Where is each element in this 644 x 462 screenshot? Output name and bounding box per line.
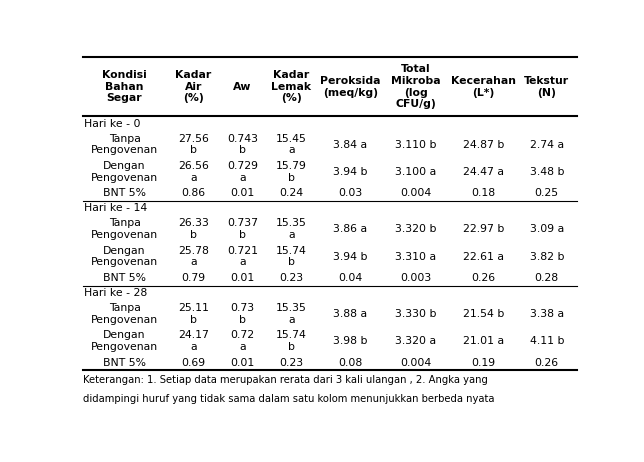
Text: 15.45
a: 15.45 a [276,134,307,155]
Text: 0.73
b: 0.73 b [231,303,254,325]
Text: Kecerahan
(L*): Kecerahan (L*) [451,76,516,97]
Text: 0.25: 0.25 [535,188,559,198]
Text: Dengan
Pengovenan: Dengan Pengovenan [91,246,158,267]
Text: 3.330 b: 3.330 b [395,309,437,319]
Text: 0.04: 0.04 [338,273,363,283]
Text: 0.24: 0.24 [279,188,303,198]
Text: 3.09 a: 3.09 a [529,224,564,234]
Text: 26.56
a: 26.56 a [178,161,209,183]
Text: 15.79
b: 15.79 b [276,161,307,183]
Text: 0.18: 0.18 [471,188,495,198]
Text: 3.84 a: 3.84 a [333,140,367,150]
Text: 0.737
b: 0.737 b [227,219,258,240]
Text: 24.87 b: 24.87 b [462,140,504,150]
Text: 3.38 a: 3.38 a [530,309,564,319]
Text: Hari ke - 14: Hari ke - 14 [84,203,147,213]
Text: 3.110 b: 3.110 b [395,140,437,150]
Text: Keterangan: 1. Setiap data merupakan rerata dari 3 kali ulangan , 2. Angka yang: Keterangan: 1. Setiap data merupakan rer… [83,375,488,384]
Text: 0.72
a: 0.72 a [231,330,254,352]
Text: 3.88 a: 3.88 a [333,309,367,319]
Text: 3.320 b: 3.320 b [395,224,437,234]
Text: 0.003: 0.003 [401,273,431,283]
Text: BNT 5%: BNT 5% [103,188,146,198]
Text: 0.01: 0.01 [231,273,254,283]
Text: 3.100 a: 3.100 a [395,167,437,177]
Text: 15.74
b: 15.74 b [276,330,307,352]
Text: 0.28: 0.28 [535,273,559,283]
Text: 2.74 a: 2.74 a [530,140,564,150]
Text: 4.11 b: 4.11 b [529,336,564,346]
Text: Total
Mikroba
(log
CFU/g): Total Mikroba (log CFU/g) [391,64,440,109]
Text: 0.23: 0.23 [279,273,303,283]
Text: 0.79: 0.79 [182,273,205,283]
Text: Kadar
Lemak
(%): Kadar Lemak (%) [271,70,311,103]
Text: Kondisi
Bahan
Segar: Kondisi Bahan Segar [102,70,147,103]
Text: 26.33
b: 26.33 b [178,219,209,240]
Text: 3.82 b: 3.82 b [529,252,564,261]
Text: 15.35
a: 15.35 a [276,219,307,240]
Text: 0.01: 0.01 [231,188,254,198]
Text: 0.08: 0.08 [338,358,363,368]
Text: Dengan
Pengovenan: Dengan Pengovenan [91,161,158,183]
Text: 0.19: 0.19 [471,358,495,368]
Text: Hari ke - 28: Hari ke - 28 [84,288,147,298]
Text: 0.729
a: 0.729 a [227,161,258,183]
Text: 0.23: 0.23 [279,358,303,368]
Text: Tanpa
Pengovenan: Tanpa Pengovenan [91,219,158,240]
Text: 25.11
b: 25.11 b [178,303,209,325]
Text: 0.26: 0.26 [471,273,495,283]
Text: 15.35
a: 15.35 a [276,303,307,325]
Text: 3.320 a: 3.320 a [395,336,437,346]
Text: Tanpa
Pengovenan: Tanpa Pengovenan [91,303,158,325]
Text: 3.94 b: 3.94 b [333,252,368,261]
Text: 0.004: 0.004 [401,358,431,368]
Text: 3.98 b: 3.98 b [333,336,368,346]
Text: 3.86 a: 3.86 a [333,224,367,234]
Text: 3.310 a: 3.310 a [395,252,437,261]
Text: BNT 5%: BNT 5% [103,273,146,283]
Text: 21.01 a: 21.01 a [463,336,504,346]
Text: Tekstur
(N): Tekstur (N) [524,76,569,97]
Text: Dengan
Pengovenan: Dengan Pengovenan [91,330,158,352]
Text: 21.54 b: 21.54 b [462,309,504,319]
Text: 0.26: 0.26 [535,358,559,368]
Text: 0.03: 0.03 [338,188,363,198]
Text: Hari ke - 0: Hari ke - 0 [84,119,141,128]
Text: 0.86: 0.86 [182,188,205,198]
Text: 25.78
a: 25.78 a [178,246,209,267]
Text: 0.69: 0.69 [182,358,205,368]
Text: 3.94 b: 3.94 b [333,167,368,177]
Text: Kadar
Air
(%): Kadar Air (%) [175,70,212,103]
Text: 27.56
b: 27.56 b [178,134,209,155]
Text: Peroksida
(meq/kg): Peroksida (meq/kg) [320,76,381,97]
Text: 0.01: 0.01 [231,358,254,368]
Text: 3.48 b: 3.48 b [529,167,564,177]
Text: 0.721
a: 0.721 a [227,246,258,267]
Text: Tanpa
Pengovenan: Tanpa Pengovenan [91,134,158,155]
Text: 15.74
b: 15.74 b [276,246,307,267]
Text: BNT 5%: BNT 5% [103,358,146,368]
Text: 24.17
a: 24.17 a [178,330,209,352]
Text: 22.97 b: 22.97 b [462,224,504,234]
Text: Aw: Aw [233,82,252,92]
Text: 24.47 a: 24.47 a [463,167,504,177]
Text: 0.743
b: 0.743 b [227,134,258,155]
Text: didampingi huruf yang tidak sama dalam satu kolom menunjukkan berbeda nyata: didampingi huruf yang tidak sama dalam s… [83,394,495,404]
Text: 22.61 a: 22.61 a [463,252,504,261]
Text: 0.004: 0.004 [401,188,431,198]
